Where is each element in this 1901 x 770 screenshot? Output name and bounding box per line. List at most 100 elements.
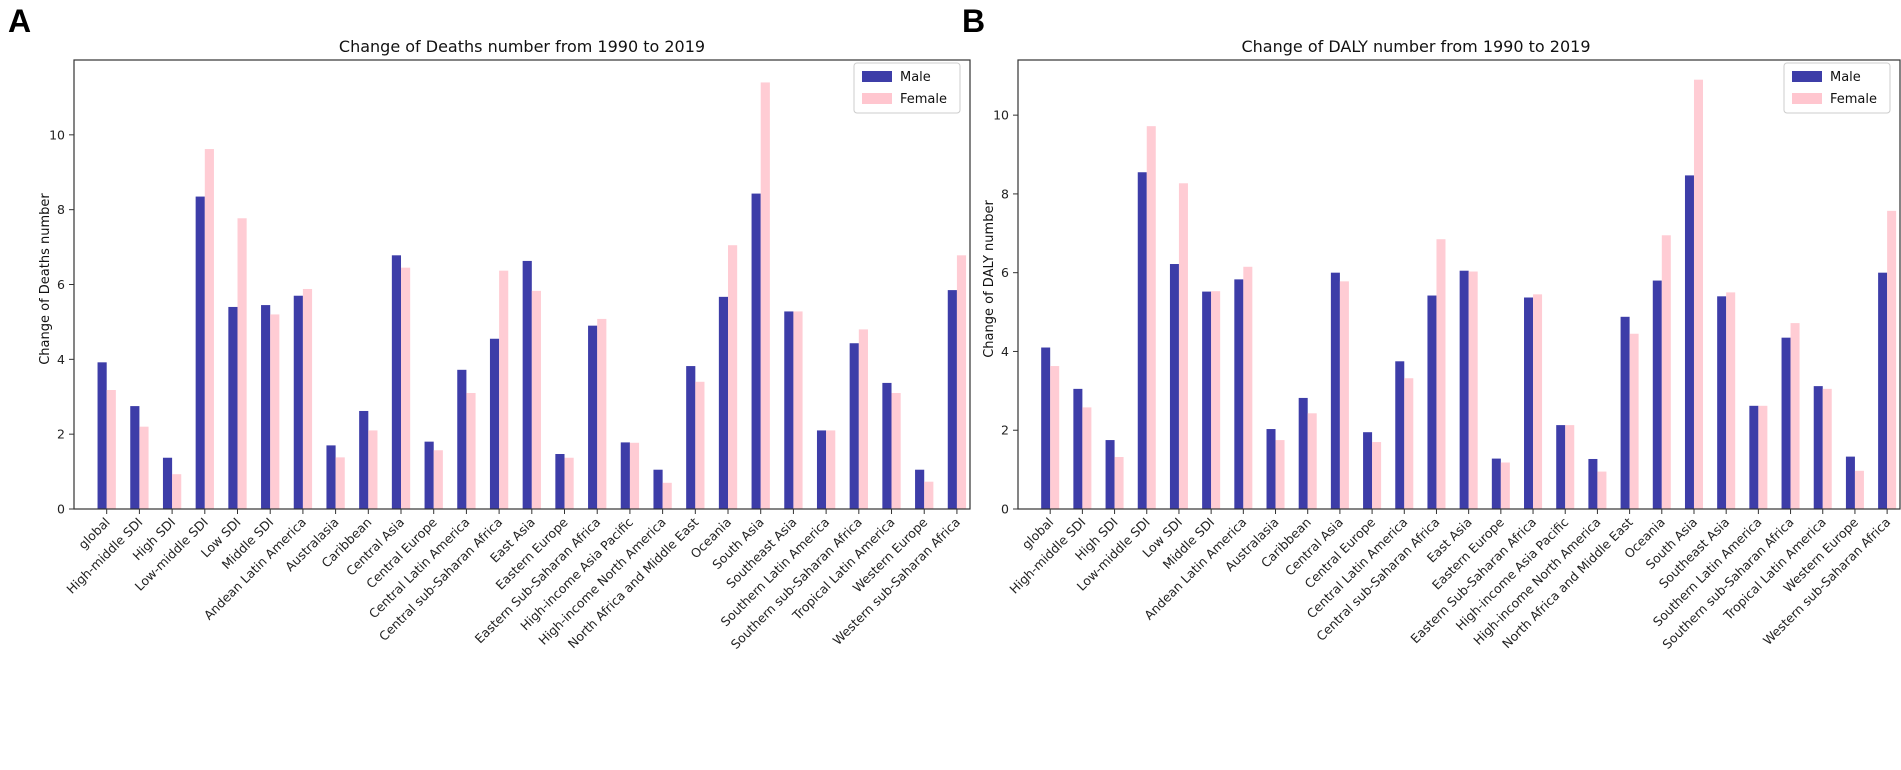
- bar-male: [1813, 386, 1823, 509]
- bar-female: [499, 270, 509, 509]
- bar-male: [391, 255, 402, 509]
- bar-male: [1105, 440, 1115, 509]
- chart-title: Change of DALY number from 1990 to 2019: [1241, 37, 1590, 56]
- bar-female: [891, 393, 901, 509]
- panel-letter-a: A: [8, 3, 31, 39]
- bar-male: [816, 430, 827, 509]
- y-axis-label: Change of DALY number: [982, 200, 997, 358]
- bar-male: [1459, 270, 1469, 509]
- bar-female: [826, 430, 836, 509]
- bar-female: [695, 381, 705, 509]
- bar-male: [686, 366, 696, 509]
- bar-male: [947, 290, 957, 509]
- y-tick-label: 8: [57, 202, 65, 217]
- bar-female: [466, 393, 476, 509]
- bar-male: [784, 311, 794, 509]
- bar-female: [1243, 266, 1253, 509]
- bar-male: [915, 469, 925, 509]
- bar-male: [1137, 172, 1147, 509]
- bar-male: [1427, 295, 1437, 509]
- bar-male: [293, 295, 303, 509]
- bar-female: [1533, 294, 1543, 509]
- bar-male: [1363, 432, 1373, 509]
- legend-label-female: Female: [1830, 92, 1877, 107]
- bar-female: [1500, 462, 1510, 509]
- bar-male: [261, 305, 271, 509]
- bar-male: [1652, 280, 1662, 509]
- bar-male: [1041, 347, 1051, 509]
- bar-male: [1556, 425, 1566, 509]
- bar-female: [1307, 413, 1317, 509]
- bar-female: [1661, 235, 1671, 509]
- bar-male: [359, 410, 369, 509]
- bar-male: [1620, 316, 1630, 509]
- bar-male: [489, 338, 500, 509]
- bar-female: [1693, 79, 1703, 509]
- bar-female: [1050, 366, 1060, 509]
- bar-female: [1790, 323, 1800, 509]
- bar-female: [237, 218, 247, 509]
- bar-male: [1202, 291, 1212, 509]
- bar-male: [162, 457, 173, 509]
- bar-male: [130, 406, 140, 509]
- bar-male: [620, 442, 630, 509]
- bar-female: [302, 288, 313, 509]
- y-tick-label: 2: [57, 427, 65, 442]
- legend: Male Female: [1783, 62, 1891, 114]
- bar-female: [728, 245, 738, 509]
- bar-female: [1854, 470, 1864, 509]
- legend-swatch-female: [1792, 93, 1822, 104]
- bar-male: [1298, 397, 1308, 509]
- bar-male: [849, 343, 859, 509]
- bar-male: [1234, 279, 1244, 509]
- y-tick-label: 4: [1001, 344, 1009, 359]
- legend-swatch-male: [1792, 71, 1822, 82]
- bar-male: [882, 382, 892, 509]
- y-tick-label: 0: [1001, 502, 1009, 517]
- bar-male: [1749, 405, 1759, 509]
- bar-male: [195, 196, 205, 509]
- panel-letter-b: B: [962, 3, 985, 39]
- bar-male: [1169, 264, 1179, 509]
- bar-female: [1758, 405, 1768, 509]
- y-tick-label: 4: [57, 352, 65, 367]
- bar-female: [1275, 440, 1285, 509]
- bar-female: [1565, 425, 1575, 509]
- y-tick-label: 6: [57, 277, 65, 292]
- bar-female: [760, 82, 770, 509]
- y-tick-label: 0: [57, 502, 65, 517]
- axes-frame: [73, 59, 971, 510]
- bar-male: [1524, 297, 1534, 509]
- bar-female: [793, 311, 803, 509]
- bar-male: [97, 362, 107, 509]
- bar-male: [457, 369, 467, 509]
- bar-male: [1717, 296, 1727, 509]
- bar-female: [629, 442, 640, 509]
- bar-female: [1822, 388, 1832, 509]
- bar-female: [1597, 471, 1607, 509]
- bar-male: [588, 325, 598, 509]
- bar-female: [1726, 292, 1736, 509]
- bar-male: [718, 296, 729, 509]
- chart-title: Change of Deaths number from 1990 to 201…: [339, 37, 705, 56]
- bar-female: [1404, 378, 1414, 509]
- bar-female: [1082, 407, 1092, 509]
- bar-female: [139, 426, 149, 509]
- y-axis-label: Change of Deaths number: [38, 193, 53, 365]
- bar-female: [401, 267, 411, 509]
- y-tick-label: 10: [49, 127, 65, 142]
- bar-female: [368, 430, 378, 509]
- bar-female: [531, 290, 541, 509]
- bar-male: [326, 445, 336, 509]
- bar-male: [1878, 272, 1888, 509]
- bar-female: [433, 450, 443, 509]
- bar-female: [662, 482, 672, 509]
- y-tick-label: 6: [1001, 265, 1009, 280]
- bar-female: [858, 329, 868, 509]
- legend-label-male: Male: [900, 70, 931, 85]
- y-tick-label: 8: [1001, 186, 1009, 201]
- bar-female: [1629, 333, 1639, 509]
- bar-male: [522, 260, 532, 509]
- bar-male: [751, 193, 761, 509]
